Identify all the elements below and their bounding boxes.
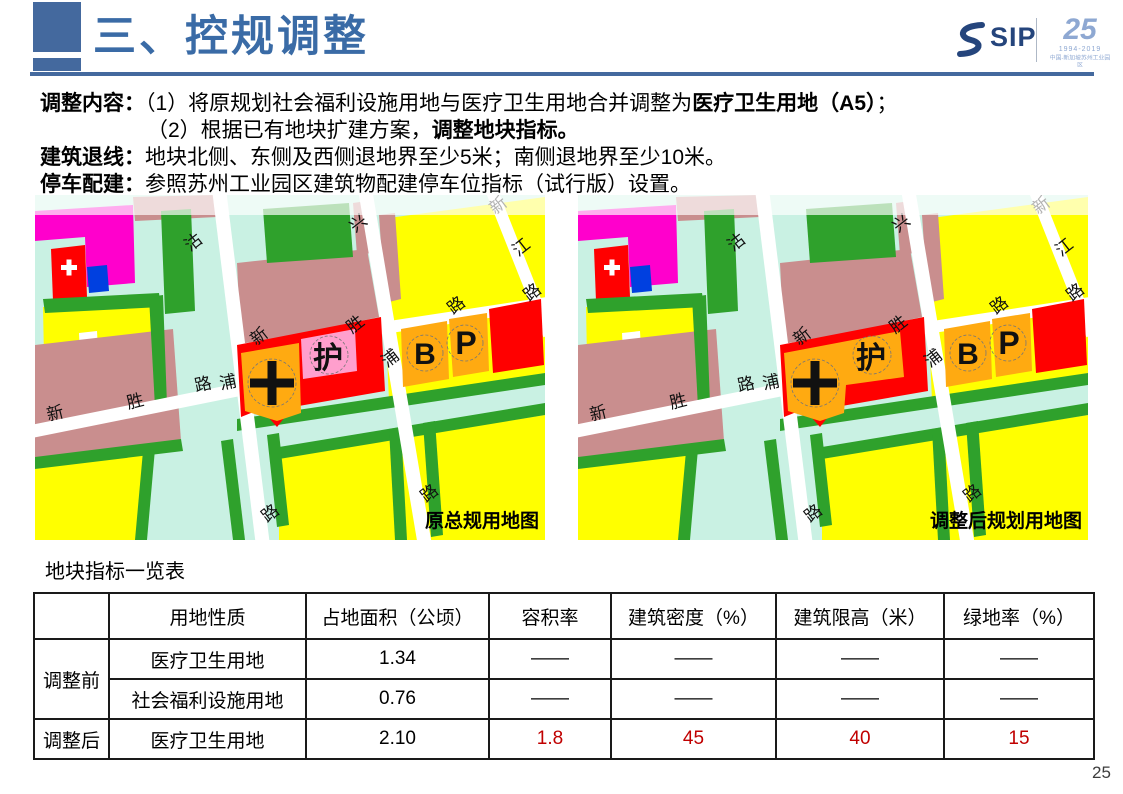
anniversary-25: 25 xyxy=(1063,13,1097,46)
road-label: 新 xyxy=(588,402,609,425)
group-before: 调整前 xyxy=(33,638,110,720)
map-caption-original: 原总规用地图 xyxy=(424,511,539,532)
road-label: 浦 xyxy=(218,371,239,393)
indicator-table: 用地性质 占地面积（公顷） 容积率 建筑密度（%） 建筑限高（米） 绿地率（%）… xyxy=(33,592,1095,760)
landuse-map-adjusted-svg: 沽兴新江路路新胜浦路浦新胜路路护BP xyxy=(578,195,1088,540)
anniversary-org: 中国-新加坡苏州工业园区 xyxy=(1049,54,1111,69)
parcel-label: 护 xyxy=(313,342,343,375)
table-row: 社会福利设施用地 0.76 —— —— —— —— xyxy=(34,678,1095,720)
road-label: 浦 xyxy=(761,371,782,393)
landuse-map-original-svg: 沽兴新江路路新胜浦路浦新胜路路护BP xyxy=(35,195,545,540)
parcel-label: P xyxy=(998,325,1019,361)
sip-logo: SIP 25 1994-2019 中国-新加坡苏州工业园区 xyxy=(948,14,1118,68)
page-number: 25 xyxy=(1092,763,1111,782)
parcel-label: 护 xyxy=(856,342,886,375)
page-title: 三、控规调整 xyxy=(93,13,369,61)
parcel-label: P xyxy=(455,325,476,361)
line3-label: 建筑退线： xyxy=(40,146,145,169)
col-density: 建筑密度（%） xyxy=(610,592,777,640)
line4-label: 停车配建： xyxy=(40,173,145,196)
sip-logo-text: SIP xyxy=(990,22,1037,52)
anniversary-logo: 25 1994-2019 中国-新加坡苏州工业园区 xyxy=(1044,14,1116,70)
road-label: 胜 xyxy=(125,390,146,413)
col-blank xyxy=(33,592,110,640)
col-height-limit: 建筑限高（米） xyxy=(775,592,945,640)
parcel-label: B xyxy=(957,338,979,371)
logo-separator xyxy=(1036,18,1037,62)
map-adjusted-plan: 沽兴新江路路新胜浦路浦新胜路路护BP 调整后规划用地图 xyxy=(578,195,1088,540)
group-after: 调整后 xyxy=(33,718,110,760)
map-caption-adjusted: 调整后规划用地图 xyxy=(929,511,1082,532)
road-label: 路 xyxy=(193,373,214,395)
table-row: 调整前 医疗卫生用地 1.34 —— —— —— —— xyxy=(33,638,1095,720)
road-label: 新 xyxy=(45,402,66,425)
table-header-row: 用地性质 占地面积（公顷） 容积率 建筑密度（%） 建筑限高（米） 绿地率（%） xyxy=(33,592,1095,640)
table-title: 地块指标一览表 xyxy=(45,561,185,583)
content-line-1: 调整内容：（1）将原规划社会福利设施用地与医疗卫生用地合并调整为医疗卫生用地（A… xyxy=(40,92,898,115)
content-text: 调整内容：（1）将原规划社会福利设施用地与医疗卫生用地合并调整为医疗卫生用地（A… xyxy=(40,90,1100,198)
title-decoration-square xyxy=(33,2,81,52)
col-green-rate: 绿地率（%） xyxy=(943,592,1095,640)
col-land-use: 用地性质 xyxy=(108,592,307,640)
content-line-2: （2）根据已有地块扩建方案，调整地块指标。 xyxy=(147,119,579,142)
content-line-4: 停车配建：参照苏州工业园区建筑物配建停车位指标（试行版）设置。 xyxy=(40,173,691,196)
content-line-3: 建筑退线：地块北侧、东侧及西侧退地界至少5米；南侧退地界至少10米。 xyxy=(40,146,727,169)
col-area: 占地面积（公顷） xyxy=(305,592,490,640)
road-label: 胜 xyxy=(668,390,689,413)
header-divider xyxy=(30,72,1094,76)
sip-swirl-icon xyxy=(957,22,985,57)
line1-label: 调整内容： xyxy=(40,92,145,115)
table-row: 调整后 医疗卫生用地 2.10 1.8 45 40 15 xyxy=(33,718,1095,760)
road-label: 路 xyxy=(736,373,757,395)
anniversary-years: 1994-2019 xyxy=(1058,46,1102,53)
map-original-plan: 沽兴新江路路新胜浦路浦新胜路路护BP 原总规用地图 xyxy=(35,195,545,540)
title-decoration-bar xyxy=(33,58,81,71)
col-far: 容积率 xyxy=(488,592,612,640)
parcel-label: B xyxy=(414,338,436,371)
